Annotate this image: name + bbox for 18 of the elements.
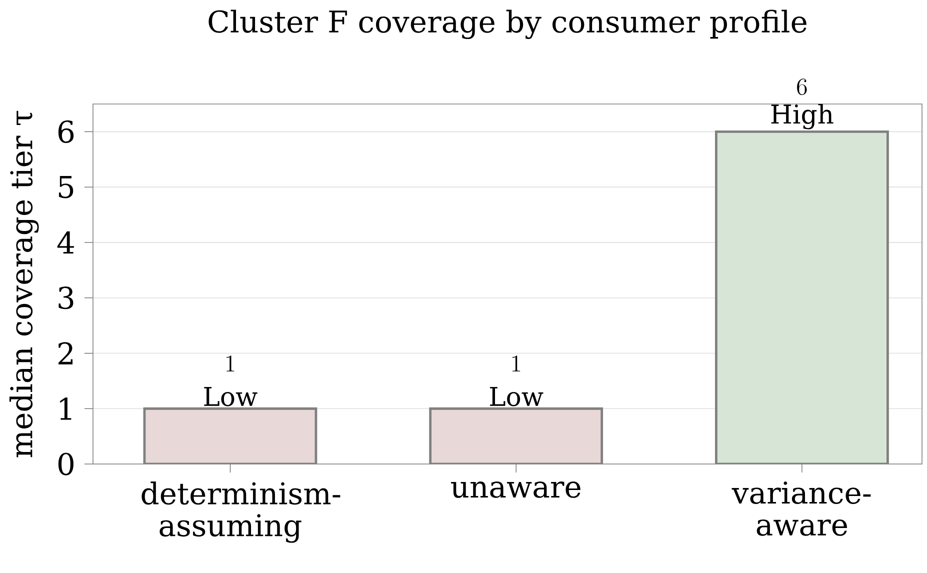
y-tick-label: 1 [60, 398, 72, 420]
y-tick-label: 4 [57, 231, 74, 254]
data-label: 1 [226, 356, 234, 372]
y-tick-label: 3 [58, 286, 74, 310]
x-tick-label: unaware [451, 482, 580, 498]
x-tick-label: variance-aware [732, 482, 871, 536]
y-tick-label: 5 [58, 176, 74, 198]
y-tick-label: 2 [58, 342, 73, 364]
data-label: 1 [512, 356, 520, 372]
y-tick-label: 6 [58, 120, 74, 144]
annotation: Low [204, 386, 258, 406]
y-axis-title: median coverage tier τ [9, 110, 39, 458]
annotation: High [771, 104, 834, 130]
annotation: Low [490, 386, 544, 406]
chart-title: Cluster F coverage by consumer profile [208, 10, 806, 39]
y-tick-label: 0 [58, 452, 74, 476]
x-tick-label: determinism-assuming [142, 482, 340, 543]
data-label: 6 [797, 78, 807, 95]
